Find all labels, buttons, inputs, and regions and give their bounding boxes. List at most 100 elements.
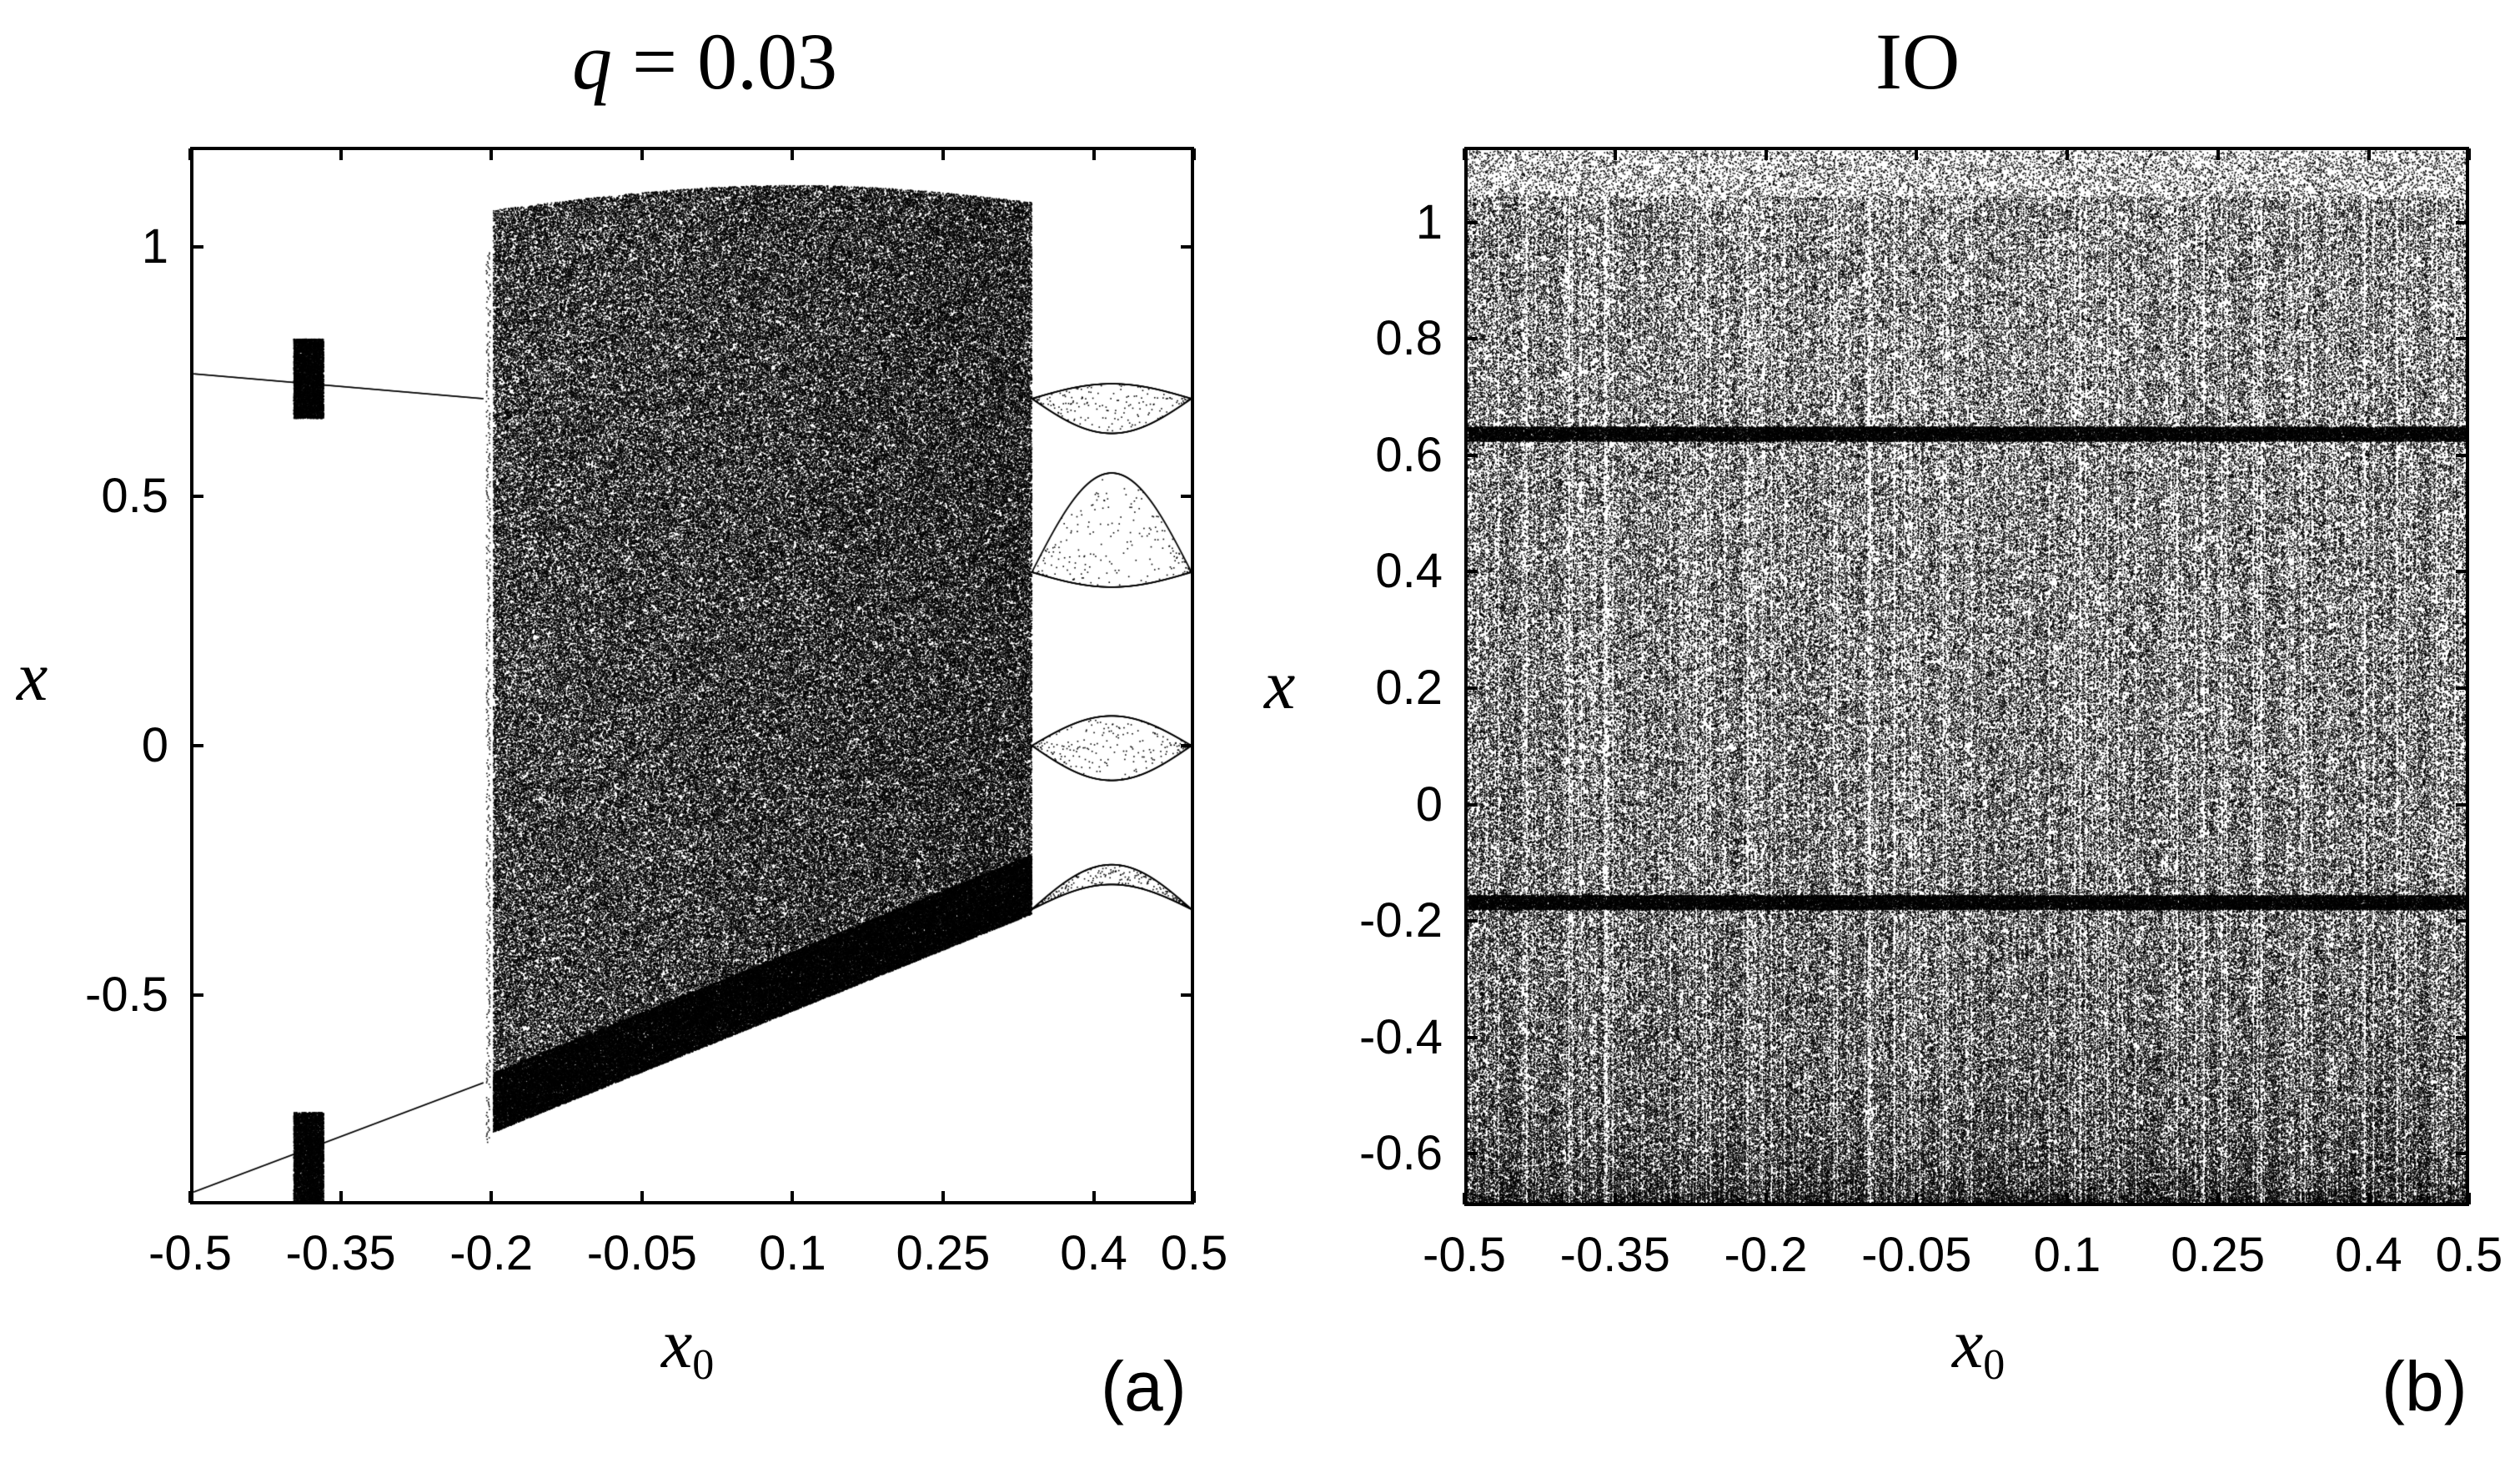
- panel-b-ytick-mark: [1466, 337, 1478, 341]
- panel-b-ytick-mark: [2456, 1035, 2467, 1039]
- panel-b-ytick-mark: [2456, 1152, 2467, 1156]
- panel-a-title-var: q: [572, 17, 612, 106]
- panel-b-xtick-mark: [1764, 148, 1768, 160]
- panel-b-xtick-mark: [1463, 1193, 1466, 1204]
- panel-a-ylabel: x: [17, 638, 48, 716]
- panel-b-tag: (b): [2382, 1347, 2467, 1425]
- panel-a-ytick-label: 1: [141, 219, 168, 274]
- panel-b-xtick-mark: [2467, 148, 2471, 160]
- panel-a-xtick-mark: [188, 1191, 192, 1203]
- panel-b-ytick-label: -0.2: [1359, 893, 1443, 948]
- panel-b-scatter-points: [1468, 150, 2466, 1203]
- panel-a: q = 0.03 -0.5 -0.35 -0.2 -0.05 0.1 0.25 0.4 0.5…: [17, 17, 1228, 1425]
- panel-a-xtick-mark: [1092, 148, 1096, 160]
- panel-b-ytick-label: 0.2: [1375, 660, 1443, 715]
- panel-b-ytick-mark: [1466, 1035, 1478, 1039]
- panel-b-xlabel: x0: [1952, 1310, 2005, 1387]
- panel-b-xlabel-sub: 0: [1983, 1341, 2005, 1389]
- panel-b-ytick-mark: [2456, 220, 2467, 224]
- panel-a-xlabel: x0: [661, 1310, 714, 1387]
- panel-a-xtick-mark: [640, 148, 644, 160]
- panel-a-ytick-mark: [192, 993, 203, 997]
- panel-a-xtick-mark: [339, 148, 343, 160]
- panel-a-ytick-mark: [192, 743, 203, 747]
- panel-b-xlabel-main: x: [1952, 1305, 1984, 1383]
- panel-b-xtick-mark: [2216, 148, 2220, 160]
- panel-a-xtick-mark: [941, 148, 945, 160]
- panel-a-xtick-label: -0.5: [148, 1226, 232, 1280]
- panel-b-xtick-mark: [2066, 148, 2069, 160]
- panel-a-xtick-label: 0.25: [896, 1226, 991, 1280]
- panel-a-ytick-mark: [1181, 743, 1192, 747]
- panel-b-ytick-mark: [2456, 337, 2467, 341]
- panel-b-ytick-mark: [1466, 1152, 1478, 1156]
- panel-b-ytick-label: -0.6: [1359, 1126, 1443, 1181]
- panel-b-ytick-mark: [2456, 802, 2467, 807]
- panel-b-ytick-label: 1: [1415, 194, 1443, 249]
- panel-a-xtick-mark: [640, 1191, 644, 1203]
- panel-b-xtick-mark: [2066, 1193, 2069, 1204]
- panel-b-ytick-label: 0: [1415, 777, 1443, 832]
- panel-b-ytick-mark: [1466, 570, 1478, 574]
- panel-b-xtick-mark: [1613, 1193, 1617, 1204]
- panel-a-xtick-label: 0.5: [1160, 1226, 1228, 1280]
- panel-a-ytick-label: -0.5: [85, 967, 168, 1022]
- panel-b: IO -0.5 -0.35 -0.2 -0.05 0.1 0.25 0.4 0.5 -0.6 -0…: [1260, 0, 2520, 1458]
- panel-b-ytick-label: -0.4: [1359, 1009, 1443, 1064]
- panel-b-xtick-mark: [1613, 148, 1617, 160]
- panel-b-ytick-mark: [2456, 686, 2467, 690]
- panel-a-xtick-mark: [791, 1191, 795, 1203]
- panel-b-xtick-mark: [1915, 1193, 1919, 1204]
- panel-a-xtick-label: -0.05: [586, 1226, 697, 1280]
- panel-b-xtick-label: -0.05: [1861, 1228, 1972, 1282]
- panel-b-plot-area: [1464, 147, 2469, 1206]
- panel-a-xtick-mark: [489, 1191, 494, 1203]
- panel-b-xtick-mark: [2367, 148, 2371, 160]
- panel-b-title: IO: [1875, 17, 1960, 106]
- panel-a-title-value: 0.03: [697, 17, 838, 106]
- panel-a-ytick-label: 0: [141, 717, 168, 772]
- panel-b-xtick-label: -0.5: [1423, 1228, 1506, 1282]
- panel-b-ytick-label: 0.6: [1375, 427, 1443, 482]
- panel-a-ytick-mark: [192, 244, 203, 249]
- panel-a-xtick-label: 0.4: [1060, 1226, 1127, 1280]
- panel-b-xtick-label: 0.4: [2335, 1228, 2402, 1282]
- panel-a-ytick-mark: [1181, 993, 1192, 997]
- panel-a-xtick-mark: [791, 148, 795, 160]
- panel-a-xtick-label: -0.2: [449, 1226, 534, 1280]
- panel-b-xtick-mark: [1915, 148, 1919, 160]
- panel-a-xtick-mark: [941, 1191, 945, 1203]
- panel-b-ytick-label: 0.8: [1375, 311, 1443, 366]
- panel-a-ytick-mark: [192, 494, 203, 498]
- panel-b-xtick-label: -0.35: [1559, 1228, 1670, 1282]
- panel-a-xtick-mark: [489, 148, 494, 160]
- panel-a-title: q = 0.03: [572, 17, 838, 106]
- panel-b-ytick-label: 0.4: [1375, 544, 1443, 599]
- panel-b-xtick-mark: [2367, 1193, 2371, 1204]
- panel-a-xtick-label: 0.1: [759, 1226, 826, 1280]
- panel-b-ytick-mark: [2456, 570, 2467, 574]
- panel-b-xtick-label: 0.1: [2033, 1228, 2101, 1282]
- panel-a-scatter-points: [193, 150, 1191, 1201]
- panel-a-ytick-mark: [1181, 244, 1192, 249]
- panel-a-xtick-mark: [1092, 1191, 1096, 1203]
- panel-b-ytick-mark: [1466, 686, 1478, 690]
- panel-b-xtick-mark: [1463, 148, 1466, 160]
- panel-b-ytick-mark: [2456, 919, 2467, 923]
- panel-b-xtick-mark: [2216, 1193, 2220, 1204]
- panel-b-ytick-mark: [1466, 453, 1478, 457]
- panel-b-ytick-mark: [1466, 220, 1478, 224]
- panel-a-xtick-mark: [339, 1191, 343, 1203]
- panel-a-xtick-label: -0.35: [285, 1226, 396, 1280]
- panel-b-ytick-mark: [1466, 802, 1478, 807]
- panel-a-tag: (a): [1101, 1347, 1187, 1425]
- panel-b-xtick-label: 0.25: [2171, 1228, 2266, 1282]
- panel-a-xlabel-sub: 0: [692, 1341, 715, 1389]
- panel-b-xtick-mark: [2467, 1193, 2471, 1204]
- panel-b-xtick-label: -0.2: [1724, 1228, 1808, 1282]
- panel-a-ytick-label: 0.5: [101, 468, 168, 523]
- panel-a-xtick-mark: [1192, 148, 1196, 160]
- panel-b-xtick-label: 0.5: [2435, 1228, 2503, 1282]
- panel-a-xlabel-main: x: [661, 1305, 693, 1383]
